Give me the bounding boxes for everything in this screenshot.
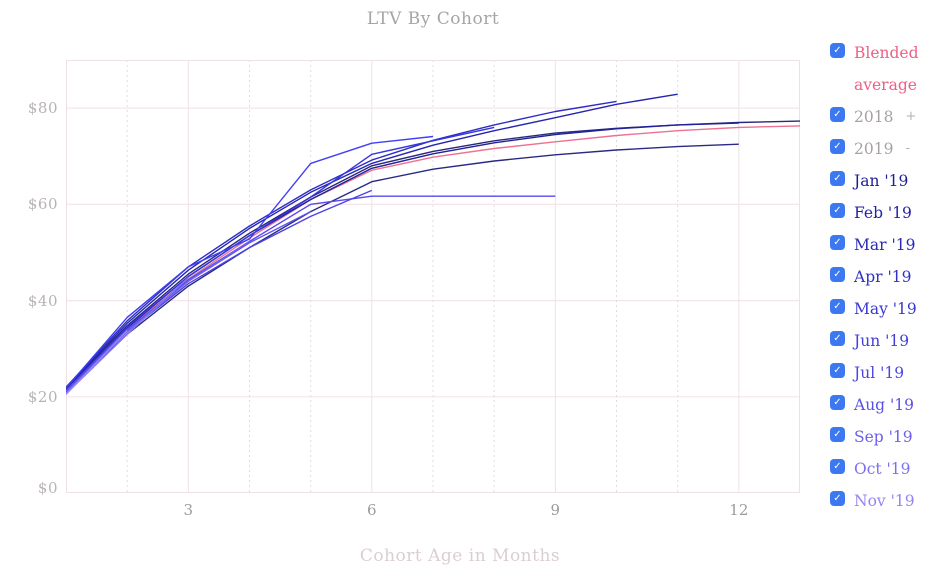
legend-label: Apr '19	[854, 268, 912, 286]
legend-checkbox[interactable]: ✓	[830, 43, 845, 58]
line-chart	[66, 60, 800, 493]
y-tick-label: $80	[27, 99, 58, 118]
legend-label: Jan '19	[854, 172, 909, 190]
legend-checkbox[interactable]: ✓	[830, 427, 845, 442]
legend-suffix: -	[905, 141, 910, 156]
legend-item-blended-average[interactable]: ✓ Blended average	[830, 37, 942, 101]
legend-checkbox[interactable]: ✓	[830, 299, 845, 314]
legend-checkbox[interactable]: ✓	[830, 203, 845, 218]
chart-legend: ✓ Blended average ✓ 2018 + ✓ 2019- ✓ Jan '19 ✓ Feb…	[830, 37, 942, 517]
legend-label: 2019	[854, 140, 894, 158]
series-line-may-19	[66, 126, 495, 391]
x-tick-label: 3	[183, 501, 194, 519]
legend-item-feb-19[interactable]: ✓ Feb '19	[830, 197, 942, 229]
legend-checkbox[interactable]: ✓	[830, 235, 845, 250]
legend-checkbox[interactable]: ✓	[830, 491, 845, 506]
legend-item-jul-19[interactable]: ✓ Jul '19	[830, 357, 942, 389]
legend-item-apr-19[interactable]: ✓ Apr '19	[830, 261, 942, 293]
x-tick-label: 6	[367, 501, 377, 519]
legend-label: 2018	[854, 108, 894, 126]
legend-checkbox[interactable]: ✓	[830, 459, 845, 474]
legend-item-aug-19[interactable]: ✓ Aug '19	[830, 389, 942, 421]
legend-item-mar-19[interactable]: ✓ Mar '19	[830, 229, 942, 261]
legend-label: Aug '19	[854, 396, 915, 414]
legend-checkbox[interactable]: ✓	[830, 171, 845, 186]
legend-checkbox[interactable]: ✓	[830, 331, 845, 346]
legend-item-oct-19[interactable]: ✓ Oct '19	[830, 453, 942, 485]
plot-border	[66, 60, 800, 493]
x-tick-label: 9	[550, 501, 561, 519]
series-line-jun-19	[66, 135, 434, 389]
legend-label: Sep '19	[854, 428, 913, 446]
legend-label: May '19	[854, 300, 917, 318]
chart-title: LTV By Cohort	[366, 9, 500, 29]
x-tick-label: 12	[729, 501, 749, 519]
legend-label: Blended average	[854, 44, 919, 94]
y-tick-label: $40	[27, 291, 58, 310]
legend-label: Jul '19	[854, 364, 905, 382]
legend-item-2019[interactable]: ✓ 2019-	[830, 133, 942, 165]
y-tick-label: $60	[27, 195, 58, 214]
legend-checkbox[interactable]: ✓	[830, 107, 845, 122]
series-line-nov-19	[66, 329, 128, 395]
legend-checkbox[interactable]: ✓	[830, 139, 845, 154]
legend-suffix: +	[905, 109, 917, 124]
legend-label: Feb '19	[854, 204, 912, 222]
legend-item-may-19[interactable]: ✓ May '19	[830, 293, 942, 325]
plot-area	[66, 60, 800, 493]
series-line-2019	[66, 143, 739, 393]
legend-label: Jun '19	[854, 332, 910, 350]
legend-label: Nov '19	[854, 492, 915, 510]
legend-checkbox[interactable]: ✓	[830, 395, 845, 410]
legend-label: Mar '19	[854, 236, 916, 254]
x-axis-label: Cohort Age in Months	[359, 546, 561, 566]
legend-checkbox[interactable]: ✓	[830, 363, 845, 378]
legend-label: Oct '19	[854, 460, 911, 478]
y-tick-label: $0	[37, 479, 58, 497]
series-line-blended-average	[66, 125, 800, 391]
legend-item-jan-19[interactable]: ✓ Jan '19	[830, 165, 942, 197]
y-tick-label: $20	[27, 387, 58, 406]
legend-item-nov-19[interactable]: ✓ Nov '19	[830, 485, 942, 517]
legend-item-jun-19[interactable]: ✓ Jun '19	[830, 325, 942, 357]
series-line-feb-19	[66, 93, 678, 389]
legend-item-2018[interactable]: ✓ 2018 +	[830, 101, 942, 133]
legend-item-sep-19[interactable]: ✓ Sep '19	[830, 421, 942, 453]
legend-checkbox[interactable]: ✓	[830, 267, 845, 282]
series-line-jul-19	[66, 189, 373, 393]
